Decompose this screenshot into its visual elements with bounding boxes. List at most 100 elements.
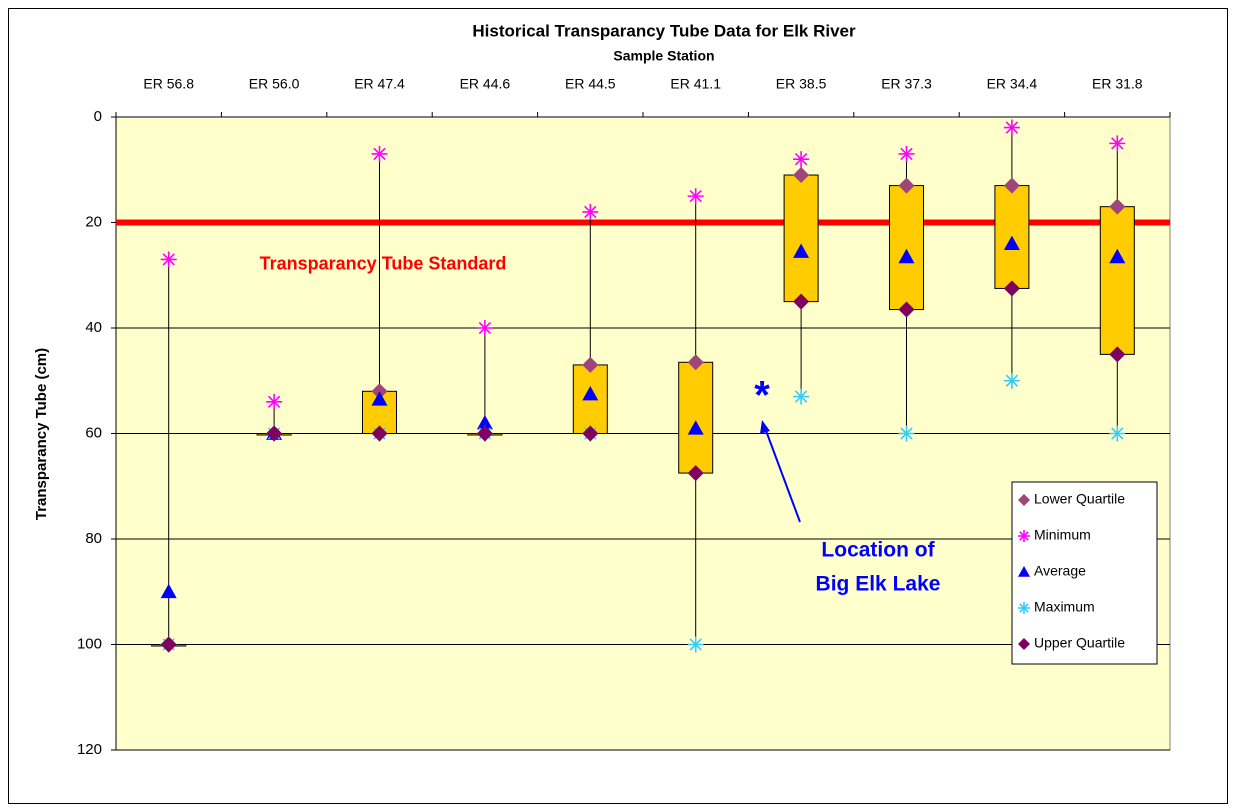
asterisk-stroke	[1111, 427, 1124, 440]
asterisk-marker	[1109, 425, 1126, 442]
x-tick-label: ER 44.6	[460, 76, 511, 92]
x-tick-label: ER 31.8	[1092, 76, 1143, 92]
asterisk-marker	[687, 188, 704, 205]
legend-label: Upper Quartile	[1034, 635, 1125, 651]
legend-label: Lower Quartile	[1034, 491, 1125, 507]
asterisk-stroke	[900, 427, 913, 440]
diamond-marker	[793, 293, 810, 310]
standard-label: Transparancy Tube Standard	[260, 253, 507, 273]
diamond-marker	[476, 425, 493, 442]
asterisk-stroke	[900, 147, 913, 161]
asterisk-stroke	[689, 189, 702, 203]
asterisk-marker	[1109, 135, 1126, 152]
diamond-marker	[687, 354, 704, 371]
asterisk-stroke	[1019, 531, 1029, 541]
diamond-marker	[1109, 198, 1126, 215]
triangle-marker	[582, 385, 599, 401]
triangle-marker	[898, 248, 915, 264]
asterisk-marker	[582, 203, 599, 220]
x-tick-label: ER 41.1	[670, 76, 721, 92]
x-tick-label: ER 34.4	[987, 76, 1038, 92]
y-tick-label: 40	[85, 319, 102, 336]
diamond-marker	[1018, 638, 1030, 650]
legend-label: Minimum	[1034, 527, 1091, 543]
y-tick-label: 80	[85, 530, 102, 547]
asterisk-stroke	[267, 395, 281, 409]
asterisk-marker	[1018, 530, 1030, 542]
triangle-marker	[476, 414, 493, 430]
asterisk-marker	[687, 636, 704, 653]
y-tick-label: 0	[94, 108, 102, 125]
x-tick-label: ER 56.0	[249, 76, 300, 92]
diamond-marker	[687, 465, 704, 482]
asterisk-marker	[1018, 602, 1030, 614]
asterisk-stroke	[1005, 121, 1019, 134]
y-tick-label: 100	[77, 635, 102, 652]
diamond-marker	[582, 356, 599, 373]
triangle-marker	[687, 420, 704, 435]
box	[1099, 206, 1135, 355]
asterisk-marker	[1003, 119, 1020, 136]
legend-label: Maximum	[1034, 599, 1095, 615]
asterisk-marker	[898, 145, 915, 162]
asterisk-stroke	[794, 390, 808, 403]
diamond-marker	[1003, 280, 1020, 297]
asterisk-stroke	[162, 253, 175, 266]
diamond-marker	[1003, 177, 1020, 194]
asterisk-stroke	[1005, 374, 1019, 387]
asterisk-marker	[1003, 372, 1020, 389]
legend-box	[1011, 481, 1158, 665]
y-axis-label: Transparancy Tube (cm)	[33, 348, 50, 520]
x-axis-label: Sample Station	[613, 48, 714, 64]
box	[783, 174, 819, 303]
diamond-marker	[582, 425, 599, 442]
asterisk-stroke	[1111, 137, 1124, 150]
asterisk-stroke	[478, 321, 492, 335]
diamond-marker	[898, 301, 915, 318]
asterisk-stroke	[689, 638, 702, 651]
diamond-marker	[371, 425, 388, 442]
triangle-marker	[160, 583, 177, 599]
lake-label: Big Elk Lake	[816, 573, 941, 596]
x-tick-label: ER 37.3	[881, 76, 932, 92]
triangle-marker	[793, 243, 810, 258]
lake-arrowhead	[760, 420, 770, 434]
diamond-marker	[160, 636, 177, 653]
x-tick-label: ER 47.4	[354, 76, 405, 92]
asterisk-stroke	[794, 153, 808, 166]
triangle-marker	[1003, 235, 1020, 250]
x-tick-label: ER 56.8	[143, 76, 194, 92]
asterisk-marker	[793, 388, 810, 405]
triangle-marker	[1018, 566, 1030, 577]
diamond-marker	[793, 167, 810, 184]
asterisk-marker	[476, 320, 493, 336]
asterisk-stroke	[1019, 603, 1029, 613]
lake-label: Location of	[821, 539, 935, 562]
y-tick-label: 60	[85, 424, 102, 441]
asterisk-stroke	[373, 147, 386, 161]
triangle-marker	[1109, 248, 1126, 264]
asterisk-stroke	[584, 205, 597, 219]
lake-arrow	[764, 427, 801, 523]
asterisk-marker	[371, 145, 388, 162]
asterisk-marker	[898, 425, 915, 442]
asterisk-marker	[793, 151, 810, 168]
legend-label: Average	[1034, 563, 1086, 579]
box	[678, 361, 714, 474]
y-tick-label: 120	[77, 741, 102, 758]
diamond-marker	[266, 425, 283, 442]
legend: Lower Quartile Minimum Average Maximum Upper…	[1011, 481, 1158, 665]
y-tick-label: 20	[85, 213, 102, 230]
diamond-marker	[898, 177, 915, 194]
box	[889, 185, 924, 311]
triangle-marker	[371, 391, 388, 406]
chart-title: Historical Transparancy Tube Data for El…	[472, 21, 856, 40]
asterisk-marker	[266, 393, 283, 410]
x-tick-label: ER 44.5	[565, 76, 616, 92]
asterisk-marker	[160, 251, 177, 268]
lake-marker: *	[754, 374, 770, 418]
diamond-marker	[1018, 494, 1030, 506]
x-tick-label: ER 38.5	[776, 76, 827, 92]
